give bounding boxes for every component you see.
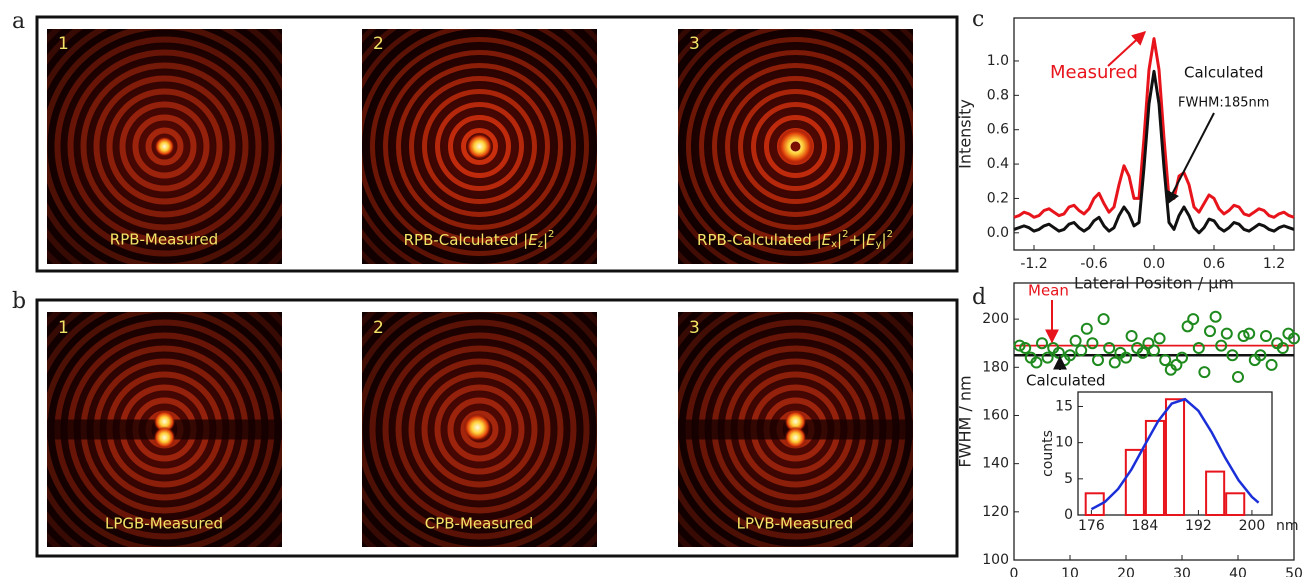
annotation: FWHM:185nm	[1178, 96, 1269, 111]
point	[1205, 326, 1215, 336]
y-tick-label: 120	[982, 504, 1009, 520]
x-tick-label: 0	[1010, 566, 1019, 577]
spot	[464, 414, 492, 442]
point	[1093, 355, 1103, 365]
x-tick-label: 184	[1132, 518, 1159, 534]
spot	[785, 427, 807, 449]
y-tick-label: 10	[1055, 435, 1073, 451]
caption: CPB-Measured	[425, 515, 534, 533]
x-tick-label: -0.6	[1080, 256, 1107, 272]
y-tick-label: 200	[982, 311, 1009, 327]
x-unit-label: nm	[1276, 518, 1299, 534]
point	[1071, 336, 1081, 346]
spot	[467, 134, 493, 160]
point	[1222, 329, 1232, 339]
point	[1104, 343, 1114, 353]
x-tick-label: 10	[1061, 566, 1079, 577]
point	[1099, 314, 1109, 324]
y-axis-label: Intensity	[956, 99, 975, 169]
image-number: 3	[689, 34, 700, 54]
x-tick-label: -1.2	[1020, 256, 1047, 272]
annotation: Calculated	[1184, 64, 1264, 82]
caption: RPB-Calculated |Ez|2	[404, 229, 555, 250]
x-tick-label: 200	[1239, 518, 1266, 534]
point	[1082, 324, 1092, 334]
spot-core	[791, 142, 801, 152]
x-tick-label: 0.0	[1143, 256, 1165, 272]
y-tick-label: 160	[982, 407, 1009, 423]
panel-letter: c	[972, 7, 984, 32]
x-tick-label: 192	[1185, 518, 1212, 534]
panel-letter: a	[12, 9, 25, 34]
x-tick-label: 20	[1117, 566, 1135, 577]
image-number: 2	[373, 34, 384, 54]
image-number: 1	[58, 34, 69, 54]
x-tick-label: 40	[1229, 566, 1247, 577]
y-tick-label: 15	[1055, 398, 1073, 414]
caption: RPB-Calculated |Ex|2+|Ey|2	[697, 229, 893, 250]
point	[1087, 338, 1097, 348]
x-tick-label: 176	[1078, 518, 1105, 534]
caption: RPB-Measured	[110, 231, 218, 249]
y-tick-label: 1.0	[987, 53, 1009, 69]
arrow	[1108, 32, 1145, 66]
y-tick-label: 0.6	[987, 122, 1009, 138]
x-tick-label: 1.2	[1263, 256, 1285, 272]
x-tick-label: 50	[1285, 566, 1303, 577]
y-tick-label: 100	[982, 552, 1009, 568]
image-number: 2	[373, 318, 384, 338]
x-tick-label: 30	[1173, 566, 1191, 577]
point	[1155, 333, 1165, 343]
point	[1149, 345, 1159, 355]
panel-letter: d	[972, 285, 986, 310]
y-axis-label: counts	[1040, 430, 1056, 477]
point	[1160, 355, 1170, 365]
y-tick-label: 5	[1064, 471, 1073, 487]
figure: a b c d RPB-Measured RPB-Calculated |Ez|…	[0, 0, 1305, 577]
point	[1188, 314, 1198, 324]
point	[1211, 312, 1221, 322]
y-tick-label: 0.0	[987, 225, 1009, 241]
series-label: Measured	[1050, 62, 1138, 83]
reference-label: Calculated	[1026, 372, 1106, 390]
point	[1199, 367, 1209, 377]
image-number: 3	[689, 318, 700, 338]
reference-label: Mean	[1028, 282, 1069, 300]
image-number: 1	[58, 318, 69, 338]
x-tick-label: 0.6	[1203, 256, 1225, 272]
y-tick-label: 0.4	[987, 156, 1009, 172]
point	[1233, 372, 1243, 382]
caption: LPVB-Measured	[737, 515, 854, 533]
y-tick-label: 0	[1064, 507, 1073, 523]
point	[1261, 331, 1271, 341]
panel-letter: b	[12, 289, 26, 314]
y-tick-label: 0.2	[987, 190, 1009, 206]
y-tick-label: 140	[982, 456, 1009, 472]
point	[1037, 338, 1047, 348]
plot-frame	[1078, 392, 1272, 515]
point	[1194, 343, 1204, 353]
point	[1267, 360, 1277, 370]
spot	[155, 137, 175, 157]
point	[1110, 357, 1120, 367]
spot	[154, 427, 176, 449]
caption: LPGB-Measured	[105, 515, 223, 533]
point	[1076, 345, 1086, 355]
point	[1127, 331, 1137, 341]
y-axis-label: FWHM / nm	[956, 375, 975, 467]
y-tick-label: 0.8	[987, 87, 1009, 103]
y-tick-label: 180	[982, 359, 1009, 375]
